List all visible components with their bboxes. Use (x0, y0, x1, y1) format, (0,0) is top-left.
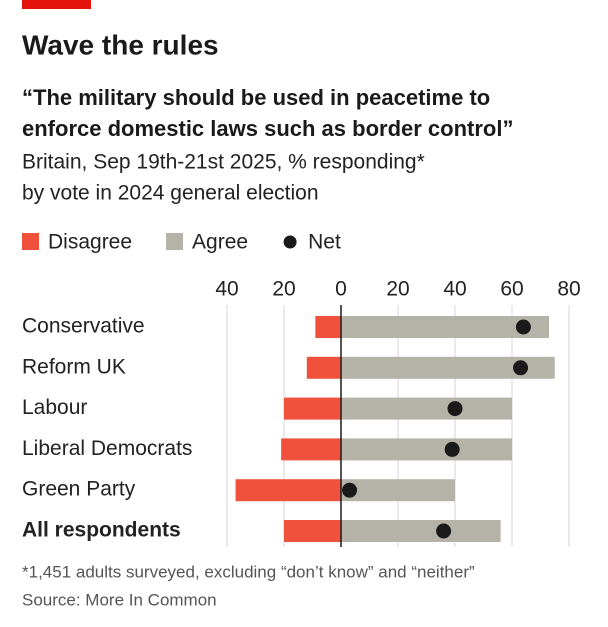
bar (284, 397, 341, 420)
net-dot (444, 441, 460, 457)
bar (235, 479, 341, 502)
subtitle: “The military should be used in peacetim… (22, 85, 490, 110)
bar (341, 356, 555, 379)
bar (341, 438, 512, 461)
description: Britain, Sep 19th-21st 2025, % respondin… (22, 151, 425, 174)
bar (284, 520, 341, 542)
category-label: Conservative (22, 315, 145, 338)
net-dot (342, 482, 358, 498)
bar (341, 316, 550, 338)
subtitle: enforce domestic laws such as border con… (22, 116, 513, 141)
legend-marker (283, 235, 297, 249)
x-tick-label: 60 (500, 278, 523, 301)
x-tick-label: 80 (557, 278, 580, 301)
bar (306, 356, 341, 379)
category-label: All respondents (22, 519, 181, 542)
net-dot (515, 319, 531, 335)
net-dot (513, 360, 529, 376)
legend-label: Net (308, 231, 341, 254)
category-label: Labour (22, 396, 87, 419)
x-tick-label: 20 (386, 278, 409, 301)
bar (341, 479, 455, 502)
category-label: Green Party (22, 478, 136, 501)
category-label: Liberal Democrats (22, 437, 192, 460)
chart-title: Wave the rules (22, 29, 219, 60)
legend-label: Disagree (48, 231, 132, 254)
bar (315, 316, 341, 338)
x-tick-label: 20 (272, 278, 295, 301)
net-dot (436, 523, 452, 539)
bar (341, 397, 512, 420)
x-tick-label: 0 (335, 278, 347, 301)
category-label: Reform UK (22, 355, 126, 378)
bar (281, 438, 341, 461)
legend-label: Agree (192, 231, 248, 254)
x-tick-label: 40 (443, 278, 466, 301)
footnote: *1,451 adults surveyed, excluding “don’t… (22, 562, 475, 581)
legend-marker (166, 233, 184, 250)
source: Source: More In Common (22, 590, 217, 609)
brand-bar (22, 0, 91, 9)
net-dot (447, 401, 463, 417)
legend-marker (22, 233, 39, 250)
description: by vote in 2024 general election (22, 182, 319, 205)
bar (341, 520, 501, 542)
x-tick-label: 40 (215, 278, 238, 301)
